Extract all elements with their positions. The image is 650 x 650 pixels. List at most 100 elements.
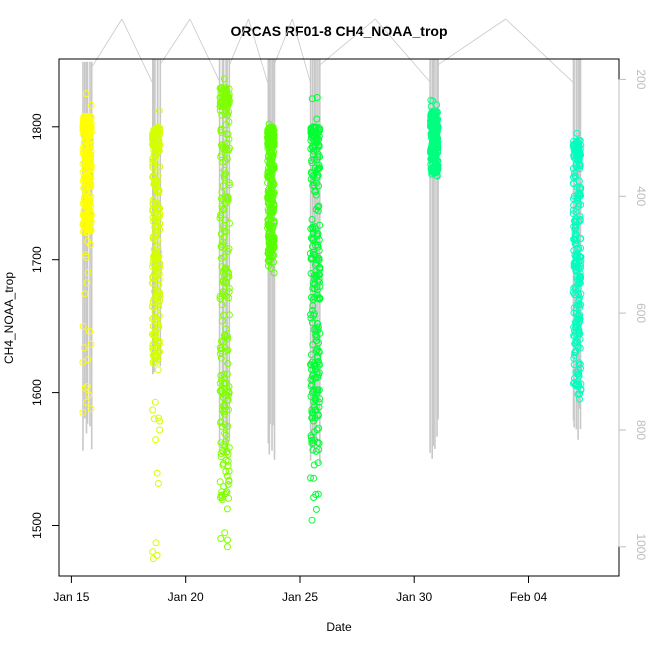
data-point-rf02: [151, 142, 159, 150]
data-point-rf02: [153, 551, 161, 559]
data-point-rf02: [153, 142, 161, 150]
y2-tick-label: 1000: [634, 533, 648, 560]
data-point-rf01: [81, 290, 89, 298]
data-point-rf03: [221, 429, 229, 437]
data-point-rf03: [224, 111, 232, 119]
data-point-rf07: [575, 184, 583, 192]
data-point-rf03: [223, 155, 231, 163]
data-point-rf02: [149, 548, 157, 556]
data-point-rf01: [79, 228, 87, 236]
data-point-rf07: [570, 217, 578, 225]
data-point-rf06: [431, 155, 439, 163]
data-point-rf06: [434, 141, 441, 149]
data-point-rf05: [309, 144, 317, 152]
data-point-rf05: [311, 414, 319, 422]
data-point-rf01: [79, 322, 87, 330]
data-point-rf03: [224, 396, 232, 404]
y2-tick-label: 200: [634, 69, 648, 89]
data-point-rf02: [155, 252, 163, 260]
data-point-rf07: [576, 390, 584, 398]
data-point-rf02: [151, 231, 159, 239]
data-point-rf03: [217, 535, 225, 542]
data-point-rf03: [224, 457, 232, 465]
data-point-rf01: [84, 199, 92, 207]
data-point-rf07: [571, 226, 579, 234]
data-point-rf07: [571, 240, 579, 248]
data-point-rf02: [151, 251, 158, 259]
data-point-rf05: [311, 394, 319, 401]
data-point-rf06: [429, 118, 437, 126]
data-point-rf05: [309, 376, 317, 384]
data-point-rf03: [217, 242, 225, 250]
data-point-rf07: [573, 129, 581, 137]
y-axis: 1500 1600 1700 1800: [30, 113, 60, 539]
data-point-rf04: [270, 142, 278, 149]
y-tick-label: 1600: [30, 379, 44, 406]
data-point-rf03: [221, 157, 229, 165]
data-point-rf07: [573, 275, 581, 283]
data-point-rf03: [224, 543, 231, 551]
data-point-rf02: [152, 184, 160, 192]
data-point-rf05: [308, 439, 316, 447]
data-point-rf02: [152, 436, 160, 444]
data-point-rf03: [223, 488, 231, 496]
data-point-rf02: [150, 346, 158, 354]
data-point-rf05: [314, 254, 322, 262]
data-point-rf01: [79, 409, 87, 416]
data-point-rf06: [432, 151, 440, 159]
x-tick-label: Jan 20: [168, 590, 204, 604]
data-point-rf06: [433, 172, 441, 179]
data-point-rf07: [569, 179, 577, 187]
data-point-rf01: [79, 221, 87, 229]
data-point-rf07: [573, 381, 581, 389]
data-point-rf02: [154, 172, 162, 180]
data-point-rf02: [153, 351, 161, 359]
data-point-rf02: [156, 426, 164, 434]
data-point-rf05: [308, 366, 316, 374]
data-point-rf05: [313, 389, 321, 397]
data-point-rf04: [266, 143, 274, 151]
data-point-rf02: [151, 308, 159, 316]
data-point-rf07: [575, 301, 583, 309]
data-point-rf05: [315, 161, 323, 169]
data-point-rf02: [156, 291, 164, 299]
data-point-rf02: [149, 132, 157, 140]
data-point-rf05: [314, 165, 322, 173]
data-point-rf02: [150, 331, 158, 339]
data-point-rf05: [308, 516, 316, 524]
data-point-rf06: [429, 133, 437, 140]
data-point-rf01: [85, 195, 93, 203]
data-point-rf01: [82, 251, 90, 259]
data-point-rf03: [218, 390, 226, 398]
data-point-rf03: [216, 478, 224, 486]
data-point-rf05: [314, 129, 322, 137]
data-point-rf03: [225, 181, 233, 189]
data-point-rf07: [575, 315, 583, 323]
data-point-rf03: [222, 228, 230, 236]
data-point-rf01: [81, 211, 88, 219]
ferry-leg-4-up: [319, 18, 376, 66]
data-point-rf04: [265, 223, 273, 231]
data-point-rf01: [84, 269, 92, 276]
data-point-rf03: [217, 153, 225, 161]
data-point-rf01: [84, 356, 92, 364]
ferry-leg-1-down: [189, 18, 221, 83]
data-point-rf05: [310, 123, 318, 131]
data-point-rf03: [223, 139, 231, 147]
data-point-rf03: [224, 360, 232, 368]
data-point-rf03: [224, 193, 232, 201]
data-point-rf03: [218, 376, 225, 384]
data-point-rf06: [428, 155, 436, 163]
data-point-rf04: [265, 258, 273, 266]
data-point-rf05: [314, 326, 322, 334]
data-point-rf03: [221, 442, 229, 450]
data-point-rf02: [152, 140, 160, 148]
data-point-rf01: [83, 279, 91, 287]
data-point-rf03: [225, 444, 233, 452]
data-point-rf05: [311, 275, 319, 283]
data-point-rf05: [307, 311, 315, 319]
data-point-rf05: [310, 155, 318, 163]
data-point-rf03: [224, 481, 232, 488]
data-point-rf07: [576, 189, 584, 197]
x-tick-label: Jan 30: [396, 590, 432, 604]
